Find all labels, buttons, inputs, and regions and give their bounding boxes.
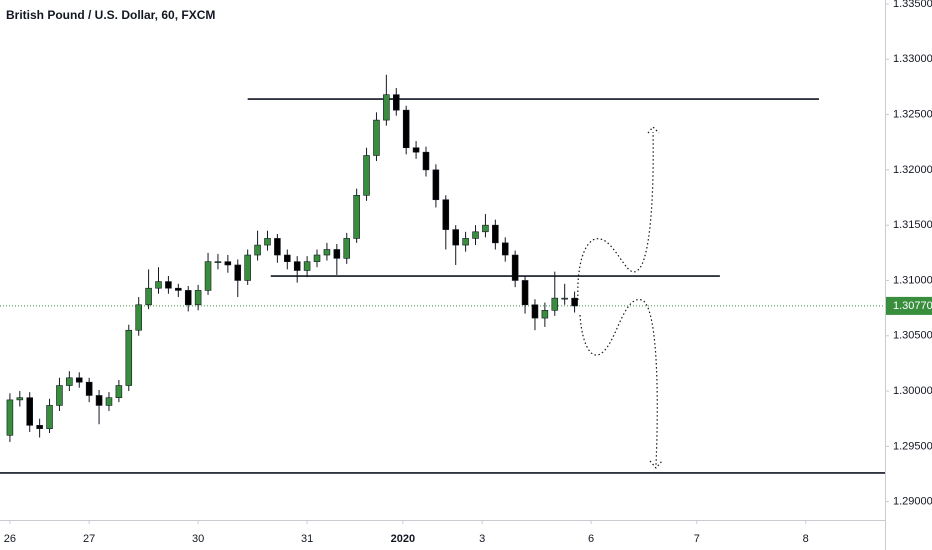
candle-body [422, 151, 430, 171]
candle-body [204, 261, 212, 291]
candle-body [85, 381, 93, 396]
candle-body [412, 147, 420, 153]
y-tick-label: 1.31500 [893, 219, 932, 231]
candle-body [254, 244, 261, 256]
candle-body [442, 199, 450, 230]
candle-body [26, 397, 33, 426]
candle-body [323, 249, 331, 256]
y-tick-label: 1.32500 [893, 108, 932, 120]
candle-body [561, 297, 568, 300]
arrowhead-up [647, 126, 660, 134]
candle-body [115, 385, 123, 398]
candle-body [155, 281, 162, 289]
candle-body [571, 297, 578, 307]
candle-body [244, 254, 251, 281]
y-tick-label: 1.30000 [893, 385, 932, 397]
candle-body [75, 377, 83, 383]
y-tick-label: 1.30500 [893, 330, 932, 342]
candle-body [293, 261, 301, 271]
x-tick-label: 31 [301, 533, 313, 545]
candle-body [165, 281, 172, 289]
y-tick-label: 1.31000 [893, 274, 932, 286]
x-tick-label: 3 [479, 533, 485, 545]
candle-body [541, 310, 549, 319]
candle-body [125, 329, 133, 386]
y-tick-label: 1.29500 [893, 440, 932, 452]
candle-body [531, 304, 539, 319]
y-tick-label: 1.32000 [893, 164, 932, 176]
candle-body [452, 229, 459, 246]
last-price-box [886, 296, 932, 315]
candle-body [353, 195, 360, 239]
candle-body [392, 94, 400, 111]
candle-body [551, 297, 559, 311]
y-tick-label: 1.29000 [893, 496, 932, 508]
candle-body [194, 290, 202, 306]
candle-body [66, 377, 73, 386]
candle-body [373, 119, 380, 156]
candle-body [175, 287, 182, 291]
candle-body [16, 397, 24, 401]
x-tick-label: 26 [4, 533, 16, 545]
y-tick-label: 1.33000 [893, 53, 932, 65]
x-tick-label: 6 [588, 533, 594, 545]
candle-body [105, 397, 113, 406]
candle-body [274, 238, 281, 256]
candle-body [264, 238, 271, 246]
x-tick-label: 7 [694, 533, 700, 545]
candle-body [383, 94, 390, 121]
x-tick-label: 2020 [391, 533, 415, 545]
candle-body [145, 287, 152, 306]
chart-title: British Pound / U.S. Dollar, 60, FXCM [6, 8, 215, 22]
candle-body [313, 254, 321, 262]
candle-body [472, 231, 479, 239]
candle-body [511, 254, 519, 281]
candle-body [135, 304, 142, 331]
x-tick-label: 27 [83, 533, 95, 545]
candle-body [521, 280, 529, 306]
candle-body [214, 261, 222, 263]
candle-body [363, 155, 370, 196]
candle-body [501, 242, 509, 256]
candle-body [462, 238, 469, 246]
arrowhead-down [649, 460, 663, 469]
candle-body [224, 261, 232, 266]
last-price-label: 1.30770 [893, 300, 932, 312]
candle-body [333, 249, 341, 259]
candle-body [482, 224, 489, 233]
candle-body [36, 425, 43, 429]
y-tick-label: 1.33500 [893, 0, 932, 10]
candle-body [303, 261, 311, 271]
candle-body [402, 109, 410, 149]
candle-body [95, 395, 103, 406]
candle-body [343, 238, 351, 259]
x-tick-label: 8 [803, 533, 809, 545]
candle-body [56, 385, 63, 406]
candle-body [284, 254, 291, 262]
projection-arrows [577, 126, 663, 469]
candle-body [492, 224, 499, 244]
projection-up [577, 131, 654, 301]
candle-body [234, 264, 242, 281]
candle-body [432, 169, 440, 201]
x-tick-label: 30 [192, 533, 204, 545]
candle-body [6, 399, 14, 436]
candle-body [184, 290, 192, 306]
candle-body [46, 405, 53, 429]
